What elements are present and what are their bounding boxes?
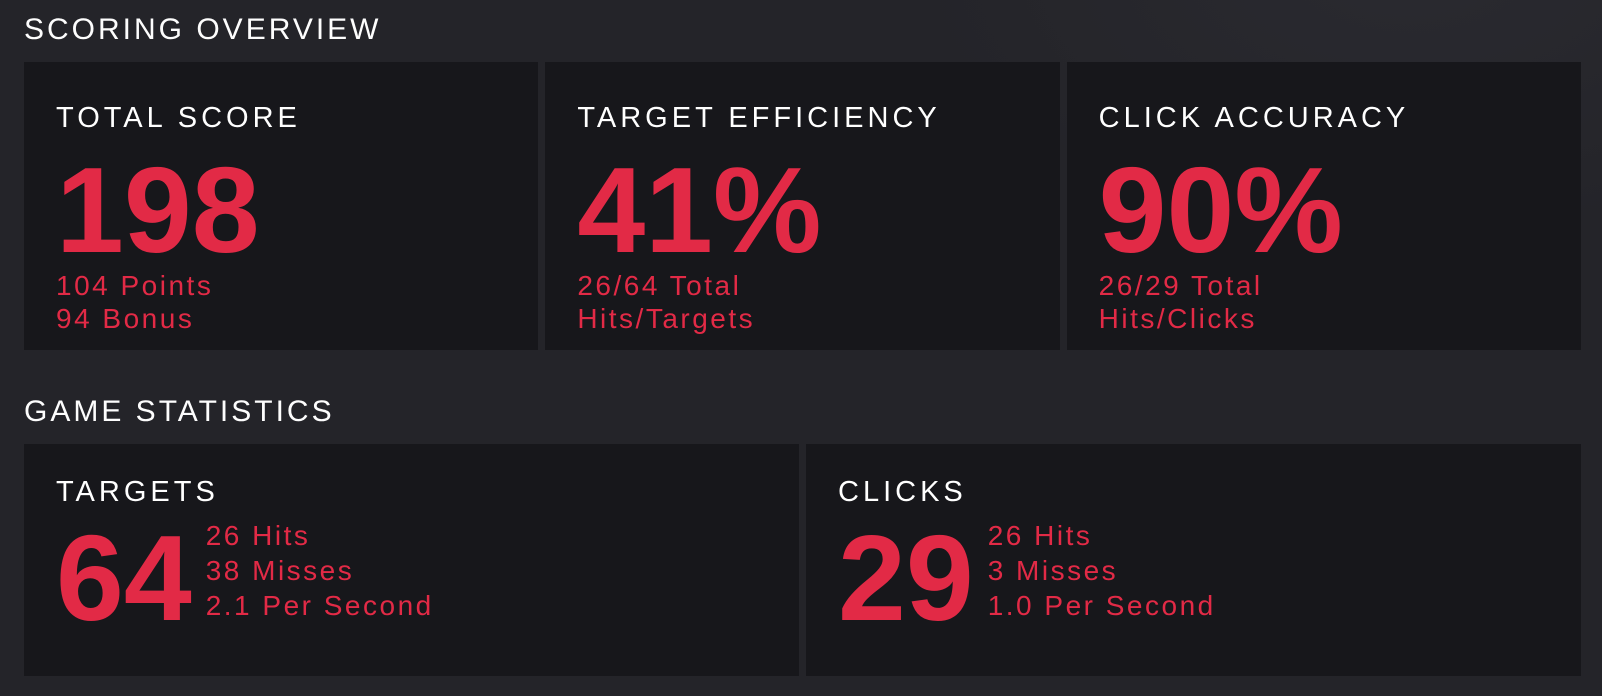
click-accuracy-caption-line: Hits/Clicks [1098,303,1257,334]
total-score-sublines: 104 Points 94 Bonus [56,269,506,335]
total-score-value: 198 [56,142,260,278]
target-efficiency-caption-line: Hits/Targets [577,303,756,334]
scoring-overview-cards: TOTAL SCORE 198 104 Points 94 Bonus TARG… [24,62,1581,350]
total-score-card: TOTAL SCORE 198 104 Points 94 Bonus [24,62,539,350]
target-efficiency-card: TARGET EFFICIENCY 41% 26/64 Total Hits/T… [545,62,1060,350]
total-score-label: TOTAL SCORE [56,102,301,134]
total-score-bonus-line: 94 Bonus [56,303,195,334]
clicks-body: 29 26 Hits 3 Misses 1.0 Per Second [838,510,1549,646]
clicks-misses-line: 3 Misses [987,555,1119,586]
target-efficiency-label: TARGET EFFICIENCY [577,102,941,134]
target-efficiency-sublines: 26/64 Total Hits/Targets [577,269,1027,335]
game-statistics-heading: GAME STATISTICS [24,395,335,428]
click-accuracy-ratio-line: 26/29 Total [1098,270,1263,301]
scoring-overview-heading: SCORING OVERVIEW [24,13,382,46]
targets-hits-line: 26 Hits [205,520,311,551]
clicks-card: CLICKS 29 26 Hits 3 Misses 1.0 Per Secon… [806,444,1581,676]
targets-sublines: 26 Hits 38 Misses 2.1 Per Second [206,518,434,623]
targets-label: TARGETS [56,476,219,508]
clicks-hits-line: 26 Hits [987,520,1093,551]
clicks-rate-line: 1.0 Per Second [987,590,1216,621]
game-statistics-cards: TARGETS 64 26 Hits 38 Misses 2.1 Per Sec… [24,444,1581,676]
targets-rate-line: 2.1 Per Second [205,590,434,621]
click-accuracy-sublines: 26/29 Total Hits/Clicks [1099,269,1549,335]
targets-body: 64 26 Hits 38 Misses 2.1 Per Second [56,510,767,646]
clicks-total-value: 29 [838,510,974,646]
target-efficiency-value: 41% [577,142,822,278]
clicks-sublines: 26 Hits 3 Misses 1.0 Per Second [988,518,1216,623]
targets-total-value: 64 [56,510,192,646]
targets-misses-line: 38 Misses [205,555,355,586]
click-accuracy-card: CLICK ACCURACY 90% 26/29 Total Hits/Clic… [1066,62,1581,350]
total-score-points-line: 104 Points [56,270,214,301]
target-efficiency-ratio-line: 26/64 Total [577,270,742,301]
click-accuracy-value: 90% [1098,142,1343,278]
clicks-label: CLICKS [838,476,967,508]
targets-card: TARGETS 64 26 Hits 38 Misses 2.1 Per Sec… [24,444,799,676]
click-accuracy-label: CLICK ACCURACY [1098,102,1410,134]
